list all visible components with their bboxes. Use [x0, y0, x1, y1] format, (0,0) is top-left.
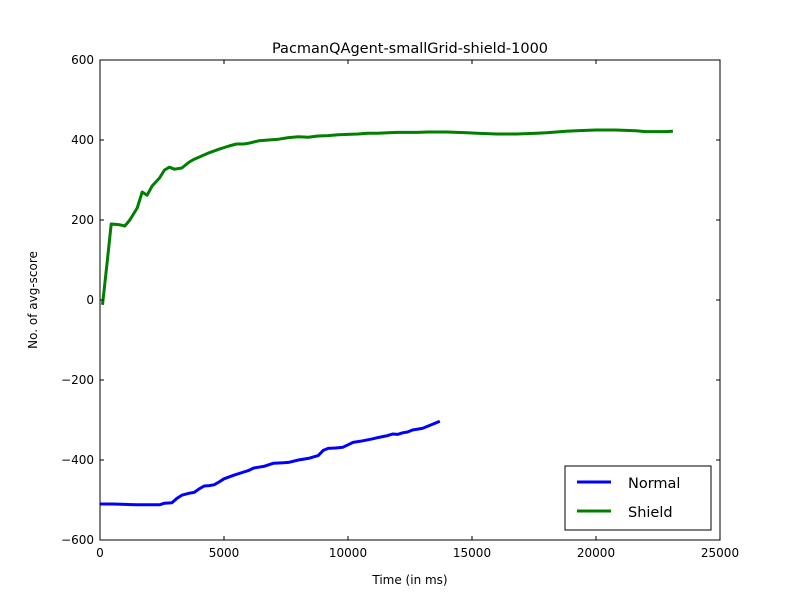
legend: Normal Shield: [564, 465, 712, 531]
y-tick-label: 0: [86, 293, 94, 307]
x-tick-label: 10000: [329, 546, 367, 560]
x-tick-label: 20000: [577, 546, 615, 560]
series-line-normal: [100, 419, 441, 507]
chart-title: PacmanQAgent-smallGrid-shield-1000: [272, 41, 548, 57]
y-tick-label: −600: [61, 533, 94, 547]
y-tick-label: 200: [71, 213, 94, 227]
y-tick-label: 600: [71, 53, 94, 67]
series-layer: [100, 128, 673, 507]
y-tick-label: −200: [61, 373, 94, 387]
x-tick-label: 15000: [453, 546, 491, 560]
y-axis-label: No. of avg-score: [26, 251, 40, 349]
legend-label-normal: Normal: [628, 476, 680, 492]
x-tick-label: 5000: [209, 546, 240, 560]
y-tick-label: 400: [71, 133, 94, 147]
y-tick-label: −400: [61, 453, 94, 467]
ticks-layer: 0 5000 10000 15000 20000 25000 −600 −400 −200 0 20…: [61, 53, 739, 560]
x-tick-label: 25000: [701, 546, 739, 560]
legend-label-shield: Shield: [628, 505, 673, 521]
x-tick-label: 0: [96, 546, 104, 560]
series-line-shield: [101, 128, 673, 305]
legend-box: [564, 465, 712, 531]
x-axis-label: Time (in ms): [371, 573, 447, 587]
